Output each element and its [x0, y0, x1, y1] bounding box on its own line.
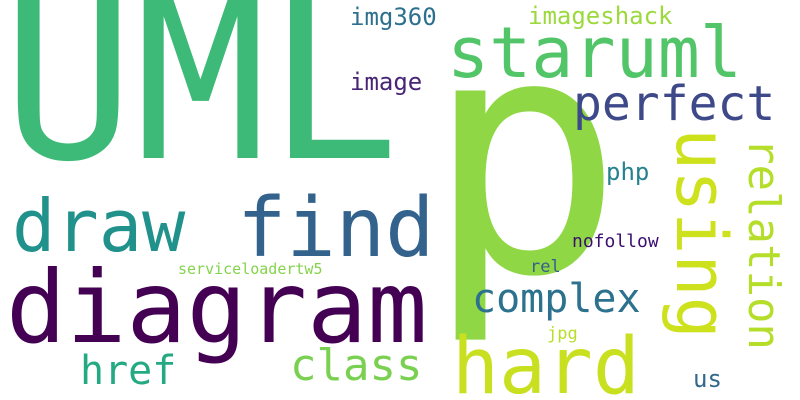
word-image: image: [350, 68, 423, 96]
word-us: us: [693, 365, 722, 393]
word-perfect: perfect: [573, 76, 776, 132]
word-php: php: [606, 158, 650, 186]
word-jpg: jpg: [547, 324, 578, 344]
word-href: href: [80, 348, 177, 394]
word-p: p: [425, 0, 624, 349]
word-staruml: staruml: [447, 12, 743, 94]
word-class: class: [290, 340, 423, 391]
word-using: using: [660, 128, 742, 339]
word-relation: relation: [738, 138, 789, 350]
word-imageshack: imageshack: [528, 2, 673, 30]
word-uml: UML: [2, 0, 400, 210]
word-hard: hard: [452, 322, 640, 400]
word-draw: draw: [12, 184, 186, 268]
word-find: find: [237, 181, 435, 276]
word-img360: img360: [350, 3, 437, 31]
word-nofollow: nofollow: [572, 231, 659, 252]
word-complex: complex: [472, 276, 641, 322]
word-rel: rel: [530, 257, 561, 277]
word-diagram: diagram: [6, 249, 428, 366]
word-serviceloadertw5: serviceloadertw5: [178, 260, 323, 278]
